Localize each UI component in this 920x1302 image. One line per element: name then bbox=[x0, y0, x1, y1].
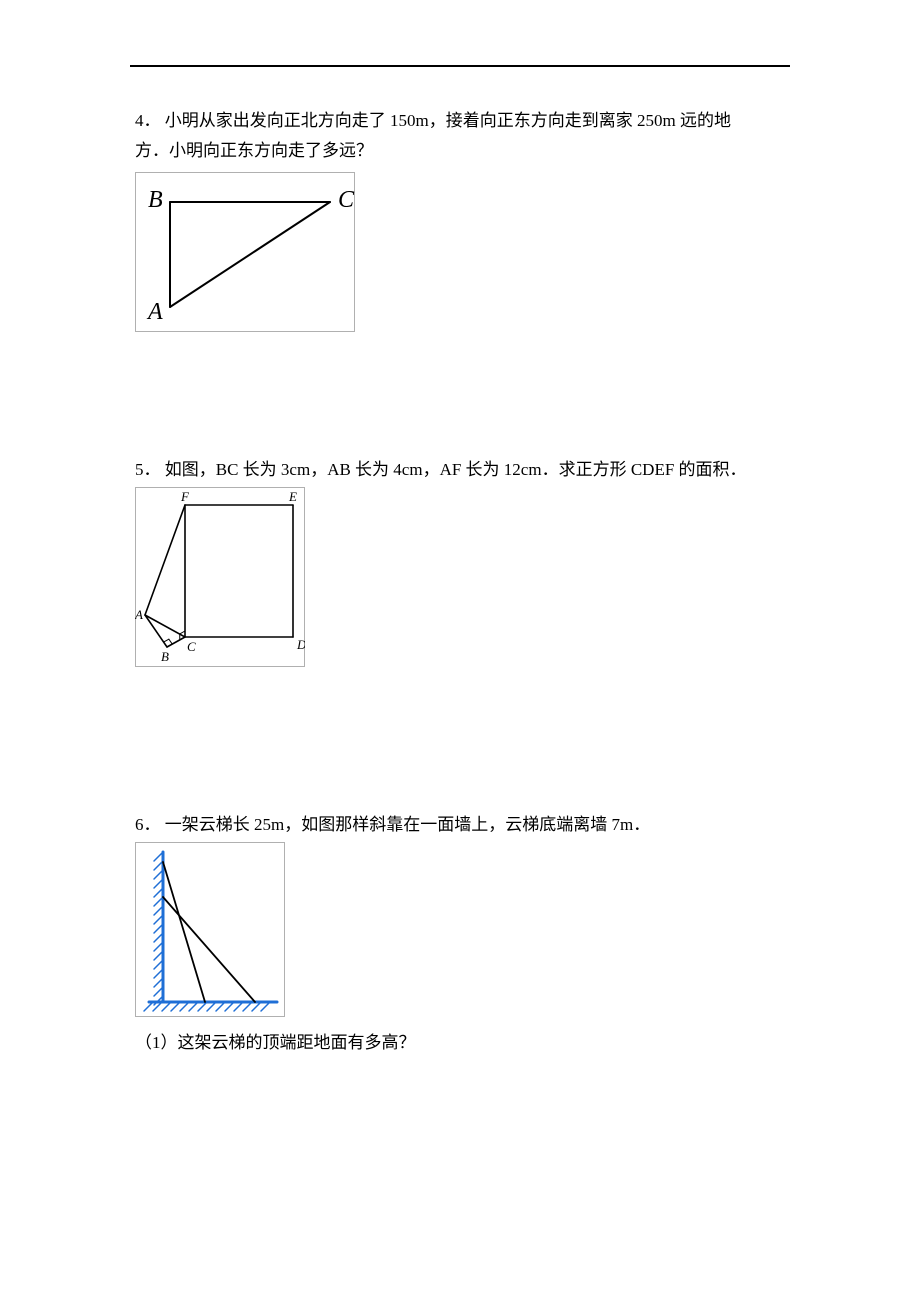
top-rule bbox=[130, 65, 790, 67]
svg-text:A: A bbox=[135, 607, 143, 622]
q4-line2: 方．小明向正东方向走了多远？ bbox=[135, 141, 373, 160]
q5-number: 5． bbox=[135, 460, 161, 479]
q6-diagram bbox=[135, 842, 285, 1017]
svg-text:D: D bbox=[296, 637, 305, 652]
q4-diagram: A B C bbox=[135, 172, 355, 332]
svg-text:F: F bbox=[180, 489, 190, 504]
q4-line1: 小明从家出发向正北方向走了 150m，接着向正东方向走到离家 250m 远的地 bbox=[165, 111, 731, 130]
svg-text:B: B bbox=[161, 649, 169, 664]
svg-text:C: C bbox=[338, 187, 355, 213]
question-5: 5． 如图，BC 长为 3cm，AB 长为 4cm，AF 长为 12cm．求正方… bbox=[135, 455, 795, 485]
q6-number: 6． bbox=[135, 815, 161, 834]
q6-sub1: （1）这架云梯的顶端距地面有多高？ bbox=[135, 1028, 795, 1058]
svg-text:B: B bbox=[148, 187, 163, 213]
q5-line1: 如图，BC 长为 3cm，AB 长为 4cm，AF 长为 12cm．求正方形 C… bbox=[165, 460, 747, 479]
svg-text:E: E bbox=[288, 489, 297, 504]
page: 4． 小明从家出发向正北方向走了 150m，接着向正东方向走到离家 250m 远… bbox=[0, 0, 920, 1302]
svg-text:A: A bbox=[146, 299, 163, 325]
q5-diagram: F E D C A B bbox=[135, 487, 305, 667]
q4-number: 4． bbox=[135, 111, 161, 130]
question-4: 4． 小明从家出发向正北方向走了 150m，接着向正东方向走到离家 250m 远… bbox=[135, 106, 795, 166]
q6-sub1-text: （1）这架云梯的顶端距地面有多高？ bbox=[135, 1033, 416, 1052]
question-6: 6． 一架云梯长 25m，如图那样斜靠在一面墙上，云梯底端离墙 7m． bbox=[135, 810, 795, 840]
svg-text:C: C bbox=[187, 639, 196, 654]
q6-line1: 一架云梯长 25m，如图那样斜靠在一面墙上，云梯底端离墙 7m． bbox=[165, 815, 650, 834]
